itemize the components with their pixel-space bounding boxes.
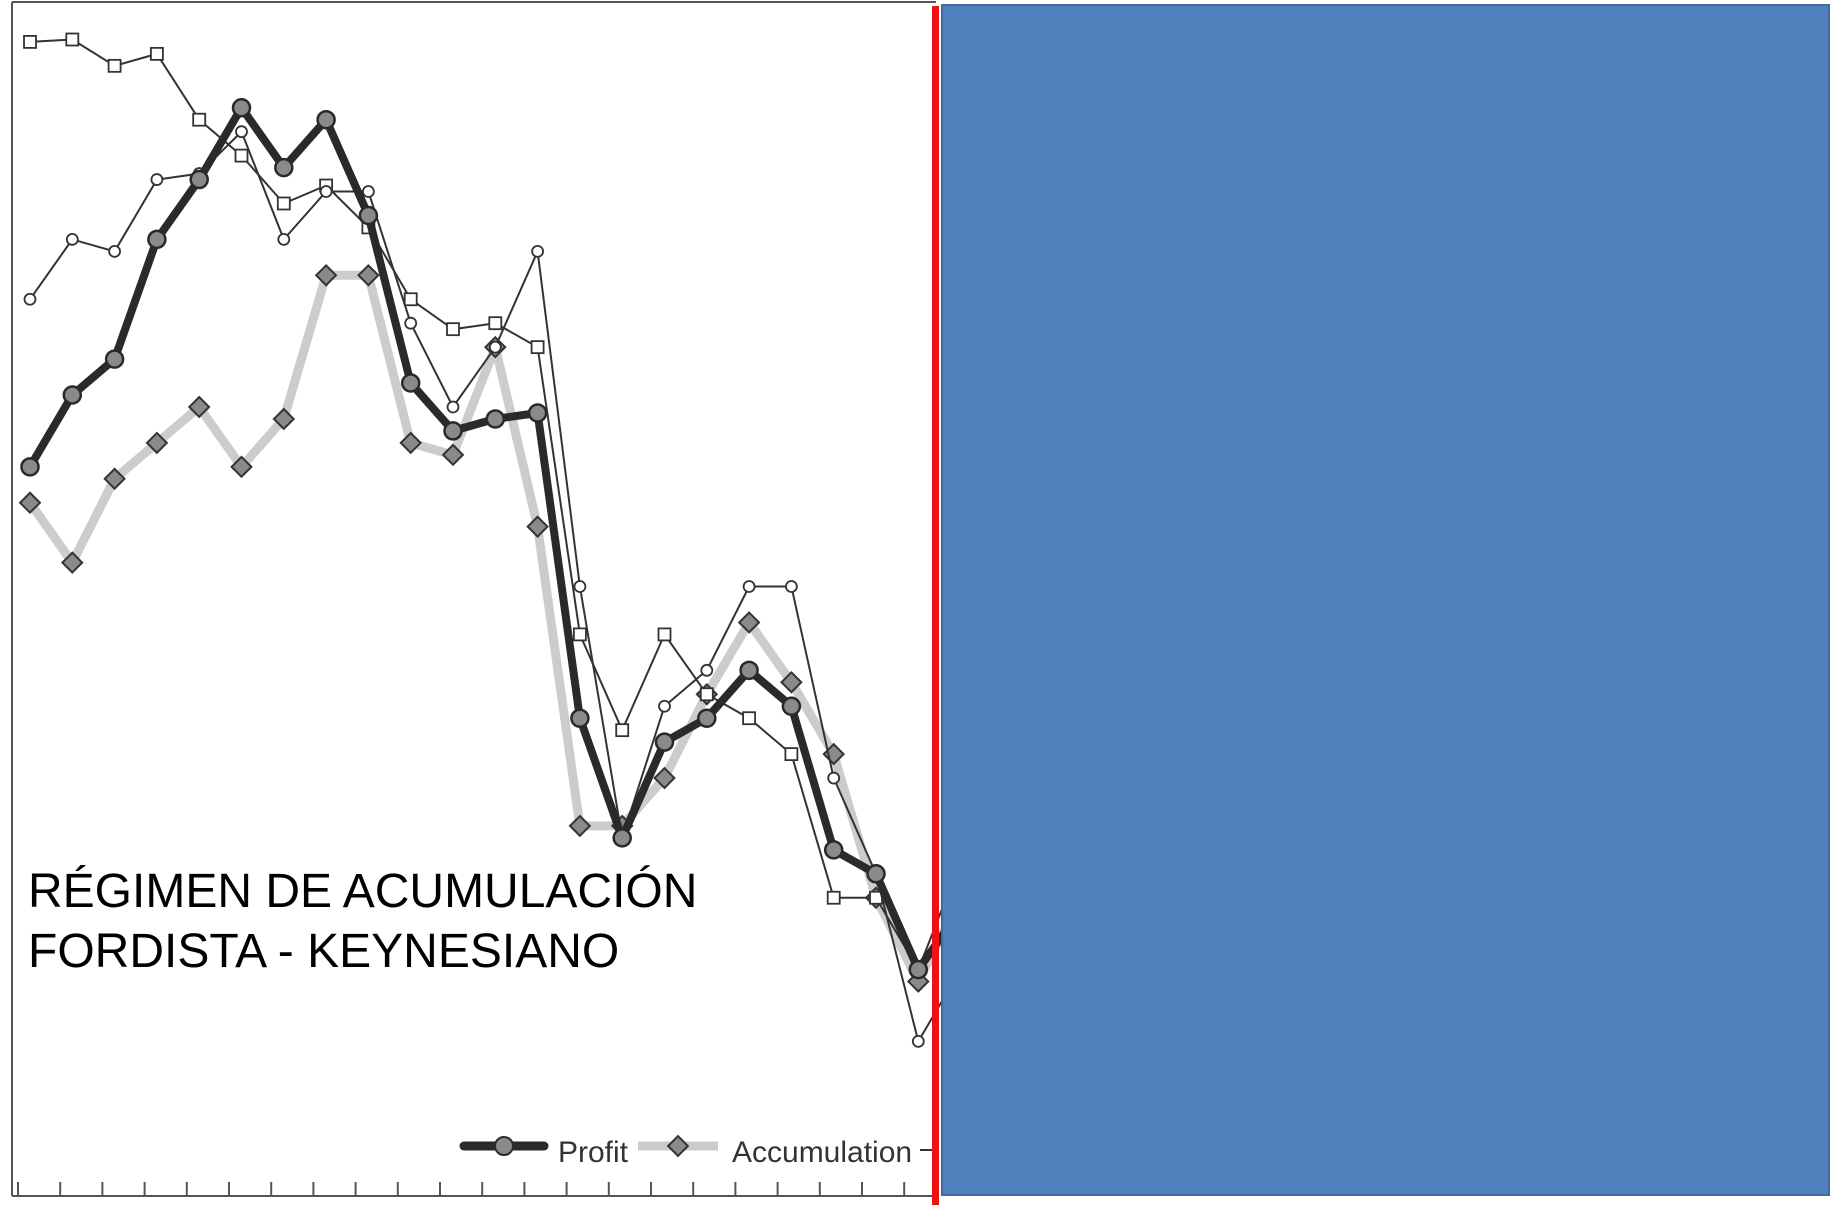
red-divider: [932, 6, 939, 1205]
data-point: [697, 708, 717, 728]
data-point: [739, 660, 759, 681]
data-point: [827, 771, 841, 785]
data-point: [23, 34, 37, 49]
data-point: [568, 814, 592, 838]
data-point: [784, 747, 799, 762]
data-point: [104, 349, 125, 369]
data-point: [316, 109, 336, 130]
legend-accumulation-marker: [666, 1134, 690, 1158]
data-point: [573, 580, 587, 593]
chart-legend: Profit Accumulation: [459, 1134, 936, 1169]
data-point: [60, 551, 84, 574]
data-point: [654, 732, 675, 752]
data-point: [357, 263, 380, 287]
data-point: [361, 185, 375, 198]
data-point: [443, 421, 463, 441]
data-point: [742, 711, 756, 726]
data-point: [615, 723, 630, 738]
data-point: [234, 148, 249, 163]
data-point: [441, 443, 465, 467]
data-point: [653, 766, 676, 790]
data-point: [446, 400, 460, 414]
data-point: [65, 232, 79, 246]
data-point: [107, 58, 122, 73]
data-point: [319, 185, 333, 198]
data-point: [485, 409, 506, 429]
data-point: [150, 173, 164, 186]
legend-accumulation-label: Accumulation: [732, 1136, 912, 1169]
data-point: [403, 292, 418, 307]
data-point: [530, 340, 545, 355]
data-point: [189, 169, 209, 190]
data-point: [108, 244, 121, 258]
data-point: [103, 467, 126, 491]
data-point: [192, 112, 207, 127]
data-point: [314, 263, 338, 287]
blue-panel: [941, 4, 1830, 1196]
data-point: [488, 340, 502, 354]
data-point: [908, 959, 929, 980]
data-point: [742, 580, 756, 593]
data-point: [826, 890, 841, 905]
data-point: [446, 322, 460, 337]
data-point: [404, 316, 418, 330]
data-point: [526, 515, 549, 538]
data-point: [780, 670, 803, 694]
data-point: [612, 828, 632, 848]
legend-profit-marker: [494, 1136, 514, 1156]
caption-line-1: RÉGIMEN DE ACUMULACIÓN: [28, 865, 698, 918]
data-point: [488, 316, 503, 331]
data-point: [276, 196, 291, 211]
data-point: [781, 696, 802, 716]
data-point: [573, 627, 587, 642]
data-point: [400, 373, 421, 393]
data-point: [737, 611, 761, 634]
chart-series: [18, 32, 972, 1048]
data-point: [658, 699, 671, 713]
data-point: [274, 157, 294, 178]
caption-line-2: FORDISTA - KEYNESIANO: [28, 925, 620, 978]
data-point: [911, 1034, 925, 1048]
data-point: [235, 125, 248, 139]
data-point: [531, 244, 544, 258]
data-point: [358, 205, 379, 226]
data-point: [657, 627, 672, 642]
data-point: [527, 403, 548, 423]
data-point: [277, 232, 291, 246]
data-point: [866, 864, 886, 884]
data-point: [700, 663, 714, 677]
data-point: [272, 407, 296, 431]
series-thin-circle: [23, 125, 967, 1048]
legend-profit-label: Profit: [558, 1136, 629, 1169]
data-point: [230, 455, 253, 479]
data-point: [785, 580, 798, 593]
data-point: [231, 97, 252, 118]
data-point: [23, 292, 37, 306]
chart-axes: [11, 1, 936, 1197]
chart-caption: RÉGIMEN DE ACUMULACIÓN FORDISTA - KEYNES…: [28, 862, 697, 982]
data-point: [62, 385, 83, 405]
data-point: [18, 491, 42, 515]
data-point: [65, 32, 80, 47]
data-point: [20, 457, 40, 477]
data-point: [399, 431, 423, 455]
data-point: [145, 431, 169, 455]
data-point: [823, 840, 844, 860]
data-point: [147, 229, 167, 250]
data-point: [570, 708, 590, 728]
plot-background: [12, 2, 936, 1196]
data-point: [149, 46, 164, 61]
data-point: [699, 687, 714, 702]
data-point: [187, 395, 211, 419]
series-profit: [20, 97, 971, 980]
